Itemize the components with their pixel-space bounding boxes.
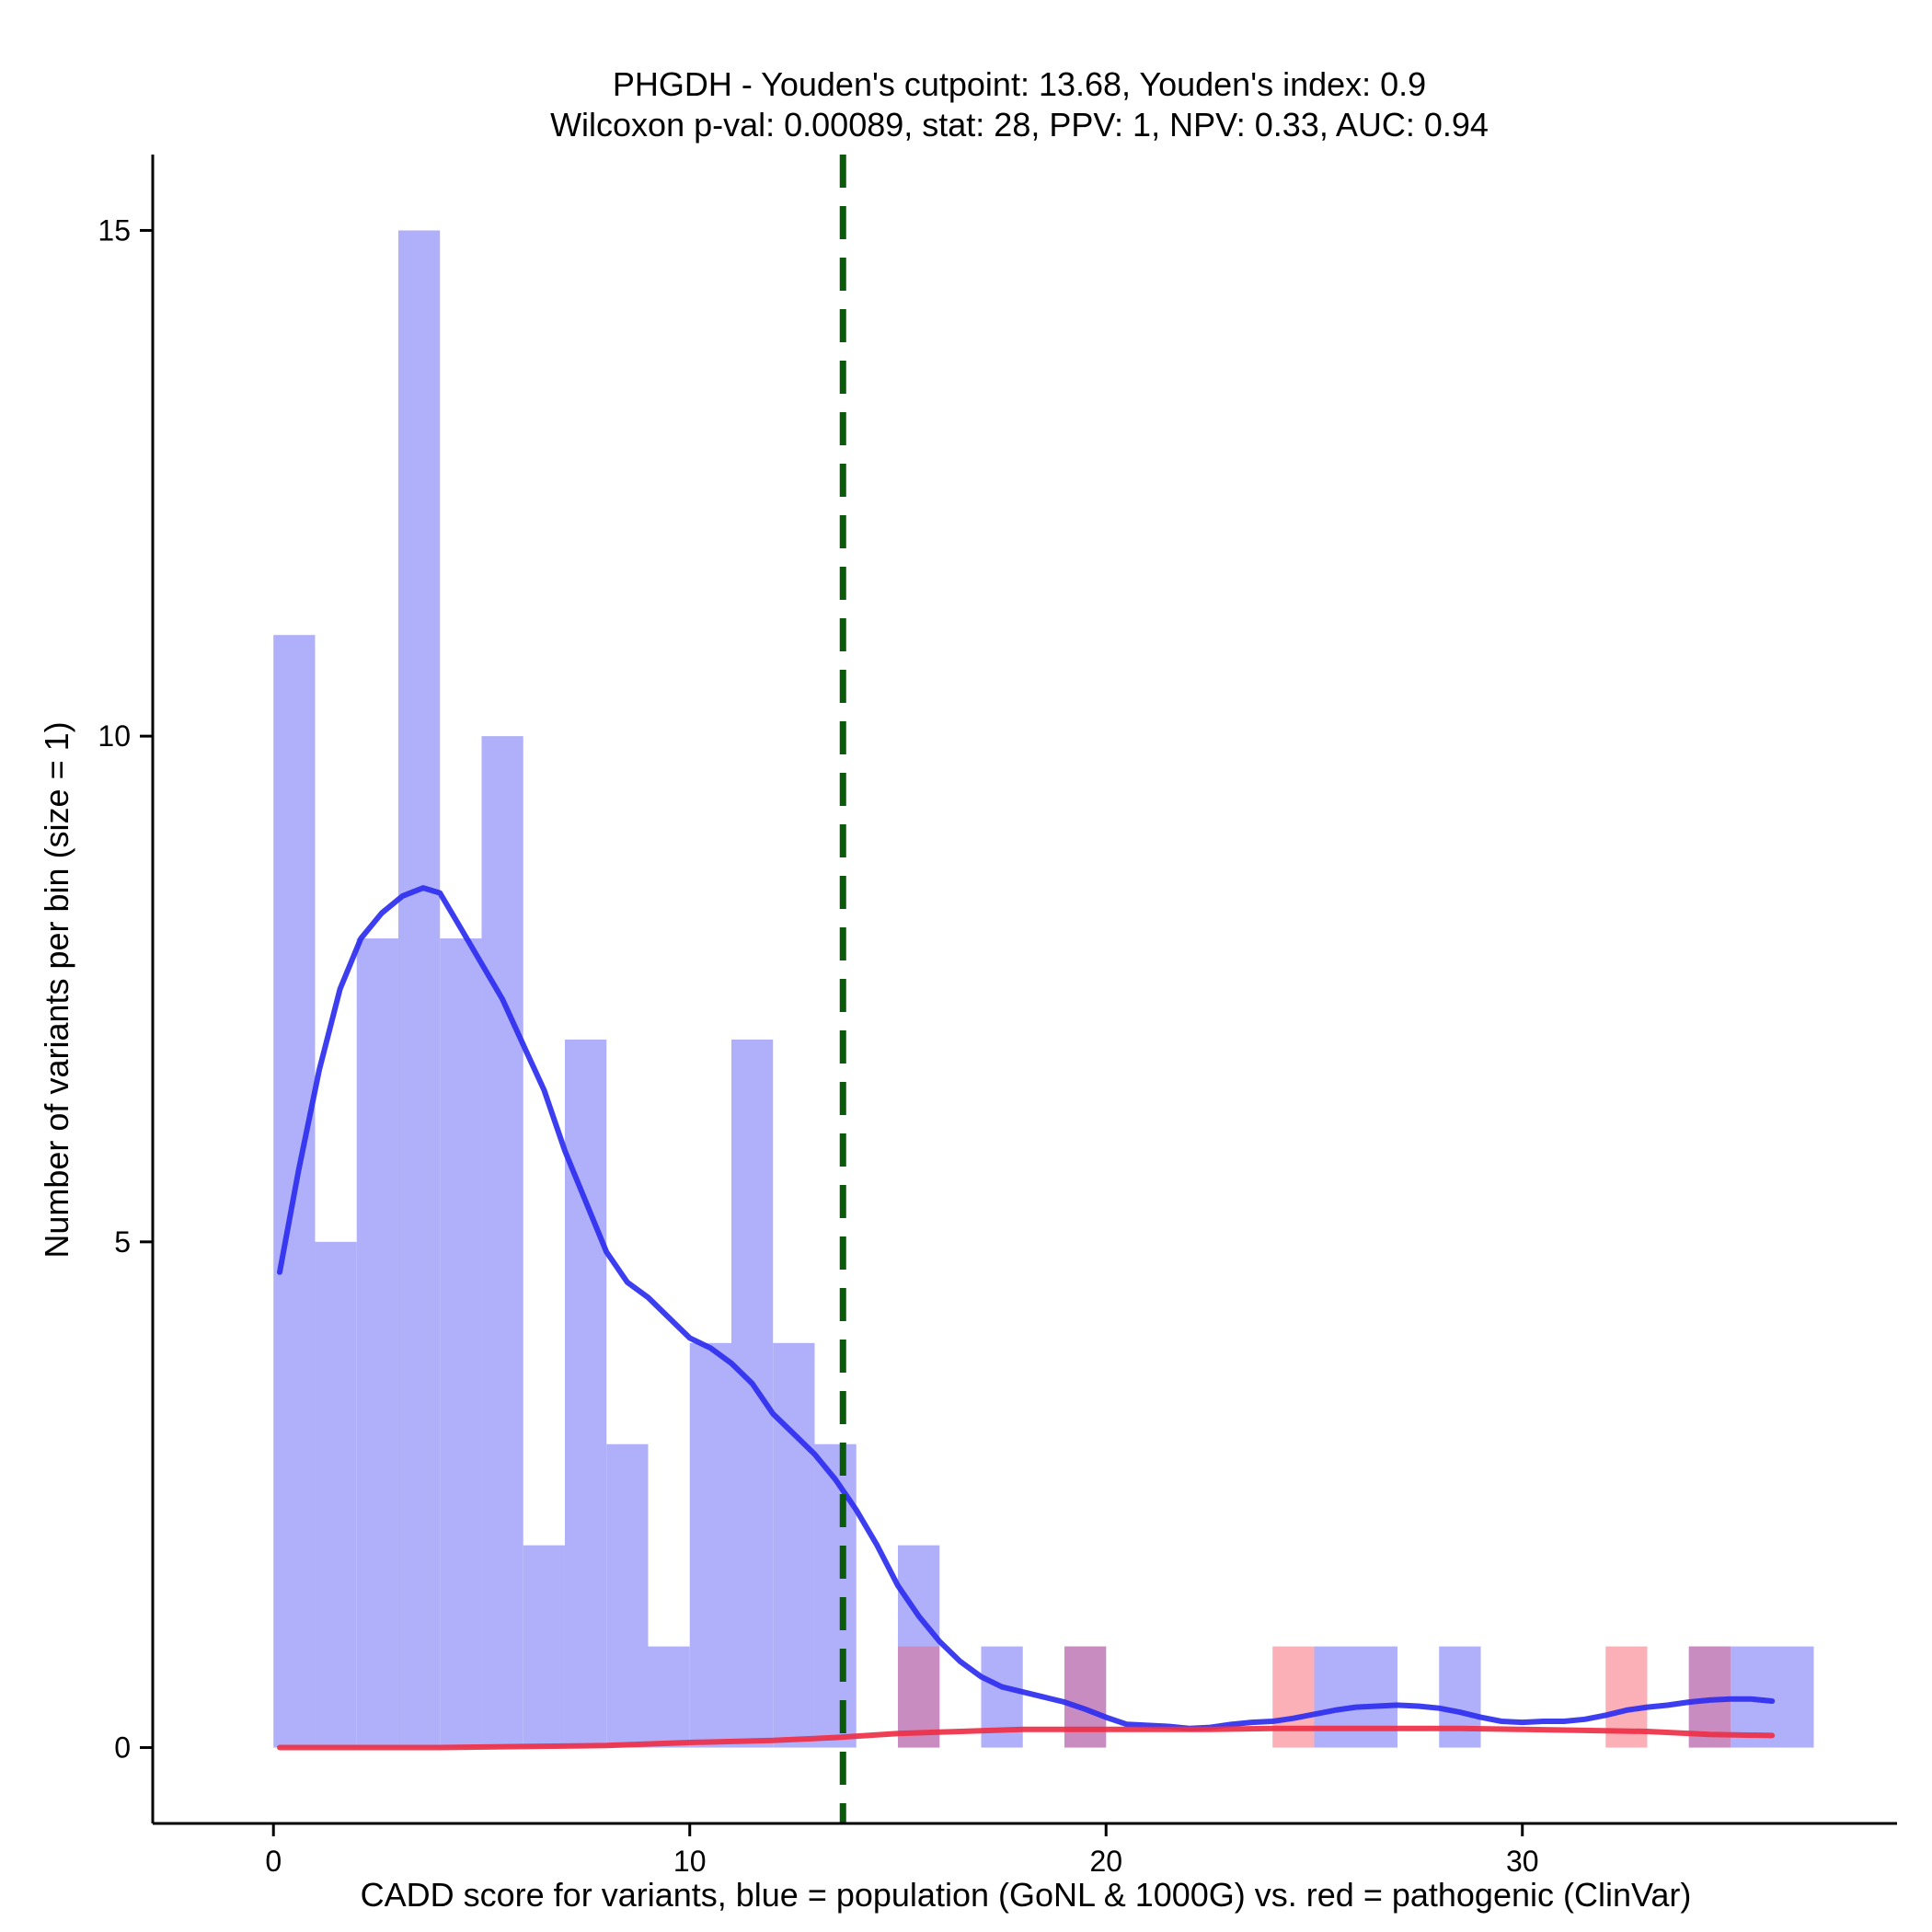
pathogenic-bar-1 xyxy=(1064,1646,1107,1748)
population-bar-7 xyxy=(564,1039,607,1748)
population-bars xyxy=(273,230,1814,1748)
x-tick-label-10: 10 xyxy=(673,1845,707,1878)
pathogenic-density-line xyxy=(277,1725,1776,1751)
x-axis-label: CADD score for variants, blue = populati… xyxy=(361,1876,1692,1914)
chart-title: PHGDH - Youden's cutpoint: 13.68, Youden… xyxy=(613,65,1426,103)
population-bar-1 xyxy=(315,1241,357,1748)
population-bar-18 xyxy=(1439,1646,1481,1748)
population-bar-4 xyxy=(440,938,482,1748)
population-bar-5 xyxy=(481,736,523,1748)
y-tick-label-10: 10 xyxy=(98,719,131,753)
population-bar-9 xyxy=(648,1646,690,1748)
population-bar-11 xyxy=(730,1039,774,1748)
pathogenic-bar-2 xyxy=(1272,1646,1315,1748)
y-axis-ticks: 0 5 10 15 xyxy=(98,213,153,1765)
x-tick-label-30: 30 xyxy=(1506,1845,1539,1878)
population-bar-17 xyxy=(1314,1646,1397,1748)
y-tick-label-0: 0 xyxy=(114,1731,131,1765)
population-bar-3 xyxy=(397,230,441,1748)
population-bar-8 xyxy=(606,1443,649,1748)
y-tick-label-15: 15 xyxy=(98,213,131,247)
population-bar-12 xyxy=(773,1342,815,1748)
density-lines xyxy=(277,885,1776,1751)
population-bar-6 xyxy=(523,1545,565,1748)
population-bar-13 xyxy=(814,1443,857,1748)
y-tick-label-5: 5 xyxy=(114,1225,131,1259)
x-axis-ticks: 0 10 20 30 xyxy=(265,1823,1539,1878)
chart-subtitle: Wilcoxon p-val: 0.00089, stat: 28, PPV: … xyxy=(550,106,1489,144)
population-density-line xyxy=(277,885,1776,1731)
y-axis-label: Number of variants per bin (size = 1) xyxy=(38,721,75,1258)
population-bar-2 xyxy=(356,938,398,1748)
x-tick-label-20: 20 xyxy=(1089,1845,1122,1878)
x-tick-label-0: 0 xyxy=(265,1845,282,1878)
population-bar-10 xyxy=(689,1342,731,1748)
